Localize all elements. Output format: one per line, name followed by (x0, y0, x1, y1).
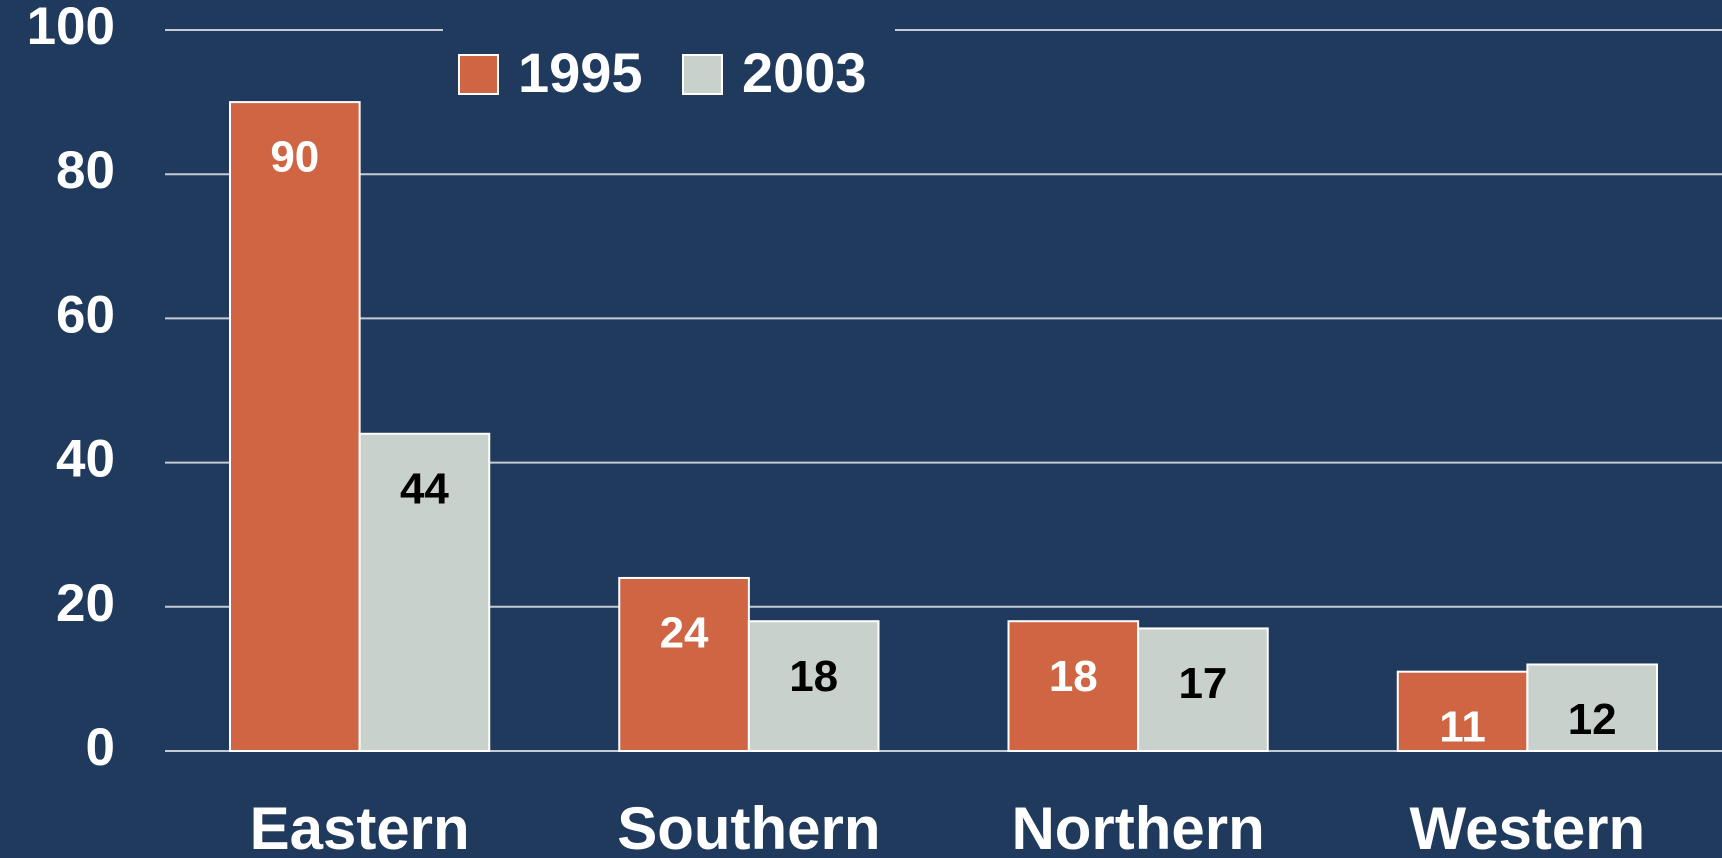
data-label: 18 (1049, 652, 1098, 701)
bar (229, 101, 361, 753)
bar (1137, 627, 1269, 752)
legend-background (443, 20, 895, 110)
legend-swatch (682, 54, 723, 95)
data-label: 11 (1439, 702, 1486, 751)
bar (618, 576, 750, 753)
legend-swatch (458, 54, 499, 95)
data-label: 17 (1178, 659, 1227, 708)
y-tick-label: 0 (86, 718, 115, 777)
data-label: 24 (660, 609, 709, 658)
bar (1526, 663, 1658, 752)
legend-label: 1995 (518, 41, 643, 104)
x-tick-label: Northern (1011, 795, 1264, 858)
bar (358, 432, 491, 752)
legend-label: 2003 (742, 41, 867, 104)
bar (747, 620, 880, 752)
x-tick-label: Western (1410, 795, 1646, 858)
y-tick-label: 20 (56, 574, 115, 633)
x-tick-label: Eastern (250, 795, 470, 858)
y-tick-label: 80 (56, 141, 115, 200)
data-label: 18 (789, 652, 838, 701)
y-tick-label: 40 (56, 430, 115, 489)
data-label: 90 (270, 133, 319, 182)
bar (1007, 620, 1140, 752)
data-label: 12 (1568, 695, 1617, 744)
y-tick-label: 60 (56, 285, 115, 344)
y-tick-label: 100 (27, 0, 115, 56)
bar (1396, 670, 1529, 752)
x-tick-label: Southern (617, 795, 880, 858)
data-label: 44 (400, 464, 449, 513)
